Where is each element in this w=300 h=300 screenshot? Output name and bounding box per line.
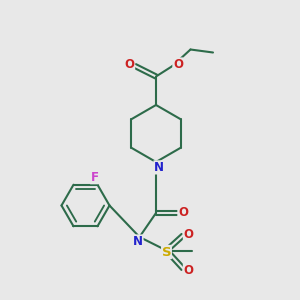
Text: O: O: [183, 263, 194, 277]
Text: O: O: [183, 227, 194, 241]
Text: S: S: [162, 245, 171, 259]
Text: N: N: [133, 235, 143, 248]
Text: O: O: [178, 206, 188, 220]
Text: O: O: [124, 58, 135, 71]
Text: F: F: [91, 171, 98, 184]
Text: O: O: [173, 58, 183, 71]
Text: N: N: [154, 161, 164, 174]
